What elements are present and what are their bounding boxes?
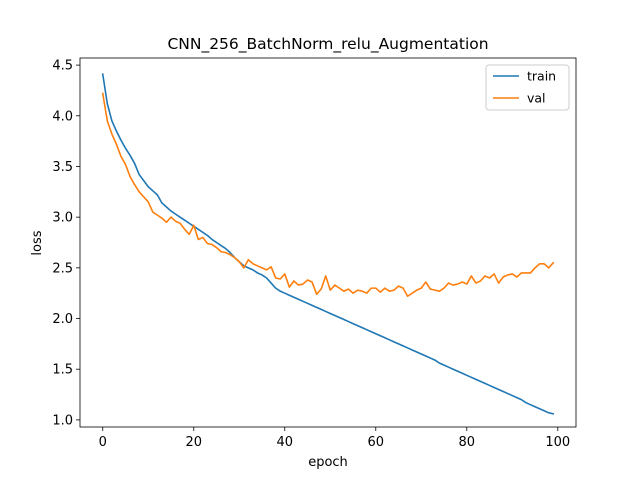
- y-tick-label: 1.5: [52, 363, 73, 378]
- y-tick-label: 3.0: [52, 211, 73, 226]
- series-line-val: [101, 92, 555, 298]
- axes-frame: [79, 57, 577, 428]
- chart-title: CNN_256_BatchNorm_relu_Augmentation: [167, 35, 488, 54]
- y-tick-label: 1.0: [52, 413, 73, 428]
- x-axis-label: epoch: [308, 455, 348, 470]
- legend: train val: [485, 64, 570, 111]
- x-tick-label: 0: [99, 435, 107, 450]
- y-tick-label: 2.0: [52, 312, 73, 327]
- y-axis-label: loss: [30, 230, 45, 255]
- legend-label-val: val: [527, 91, 546, 106]
- y-tick-label: 2.5: [52, 261, 73, 276]
- x-tick-label: 40: [276, 435, 293, 450]
- x-tick-label: 20: [185, 435, 202, 450]
- y-tick-label: 4.5: [52, 59, 73, 74]
- y-axis-ticks: 1.0 1.5 2.0 2.5 3.0 3.5 4.0 4.5: [52, 59, 80, 428]
- x-tick-label: 80: [459, 435, 476, 450]
- legend-label-train: train: [527, 69, 556, 84]
- x-tick-label: 100: [545, 435, 570, 450]
- plot-area: [101, 73, 555, 415]
- y-tick-label: 3.5: [52, 160, 73, 175]
- x-axis-ticks: 0 20 40 60 80 100: [99, 427, 570, 450]
- y-tick-label: 4.0: [52, 109, 73, 124]
- series-line-train: [101, 73, 555, 415]
- x-tick-label: 60: [368, 435, 385, 450]
